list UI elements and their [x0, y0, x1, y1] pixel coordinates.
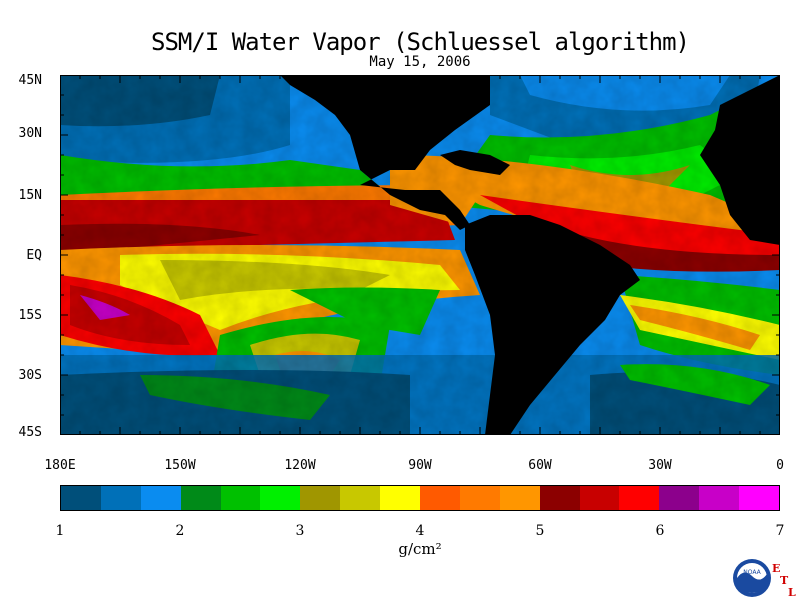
etl-letter-e: E: [772, 562, 780, 575]
lon-label: 180E: [44, 458, 76, 473]
colorbar-swatch: [100, 486, 141, 510]
lat-label: 30N: [18, 126, 42, 141]
colorbar: [60, 485, 780, 511]
colorbar-swatch: [260, 486, 301, 510]
lat-label: 15S: [18, 308, 42, 323]
noaa-logo: NOAA: [733, 559, 771, 597]
etl-letter-l: L: [788, 586, 796, 599]
colorbar-swatch: [459, 486, 500, 510]
lon-label: 90W: [408, 458, 432, 473]
colorbar-tick-label: 3: [295, 523, 305, 539]
colorbar-swatch: [140, 486, 181, 510]
colorbar-tick-label: 1: [55, 523, 65, 539]
colorbar-swatch: [659, 486, 700, 510]
lat-label: 45S: [18, 425, 42, 440]
colorbar-swatch: [380, 486, 421, 510]
etl-logo: E T L: [772, 562, 796, 599]
noaa-logo-text: NOAA: [743, 569, 761, 576]
colorbar-tick-label: 2: [175, 523, 185, 539]
colorbar-swatch: [579, 486, 620, 510]
colorbar-tick-label: 5: [535, 523, 545, 539]
map-title: SSM/I Water Vapor (Schluessel algorithm): [151, 28, 690, 56]
colorbar-swatch: [340, 486, 381, 510]
colorbar-swatch: [420, 486, 460, 510]
lon-label: 30W: [648, 458, 672, 473]
map-date: May 15, 2006: [369, 54, 471, 70]
colorbar-tick-label: 4: [415, 523, 425, 539]
colorbar-tick-label: 6: [655, 523, 665, 539]
lat-label: 45N: [18, 73, 42, 88]
lon-label: 120W: [284, 458, 316, 473]
colorbar-swatch: [699, 486, 740, 510]
colorbar-swatch: [180, 486, 221, 510]
water-vapor-map: [60, 75, 780, 435]
colorbar-swatch: [539, 486, 580, 510]
etl-letter-t: T: [780, 574, 789, 587]
lat-label: 30S: [18, 368, 42, 383]
colorbar-units: g/cm²: [398, 540, 442, 558]
lon-label: 60W: [528, 458, 552, 473]
colorbar-swatch: [61, 486, 101, 510]
lon-label: 150W: [164, 458, 196, 473]
colorbar-swatch: [739, 486, 780, 510]
colorbar-swatch: [619, 486, 660, 510]
colorbar-swatch: [220, 486, 261, 510]
colorbar-swatch: [499, 486, 540, 510]
colorbar-tick-label: 7: [775, 523, 785, 539]
lat-label: EQ: [26, 248, 42, 263]
lat-label: 15N: [18, 188, 42, 203]
lon-label: 0: [776, 458, 784, 473]
colorbar-swatch: [300, 486, 341, 510]
